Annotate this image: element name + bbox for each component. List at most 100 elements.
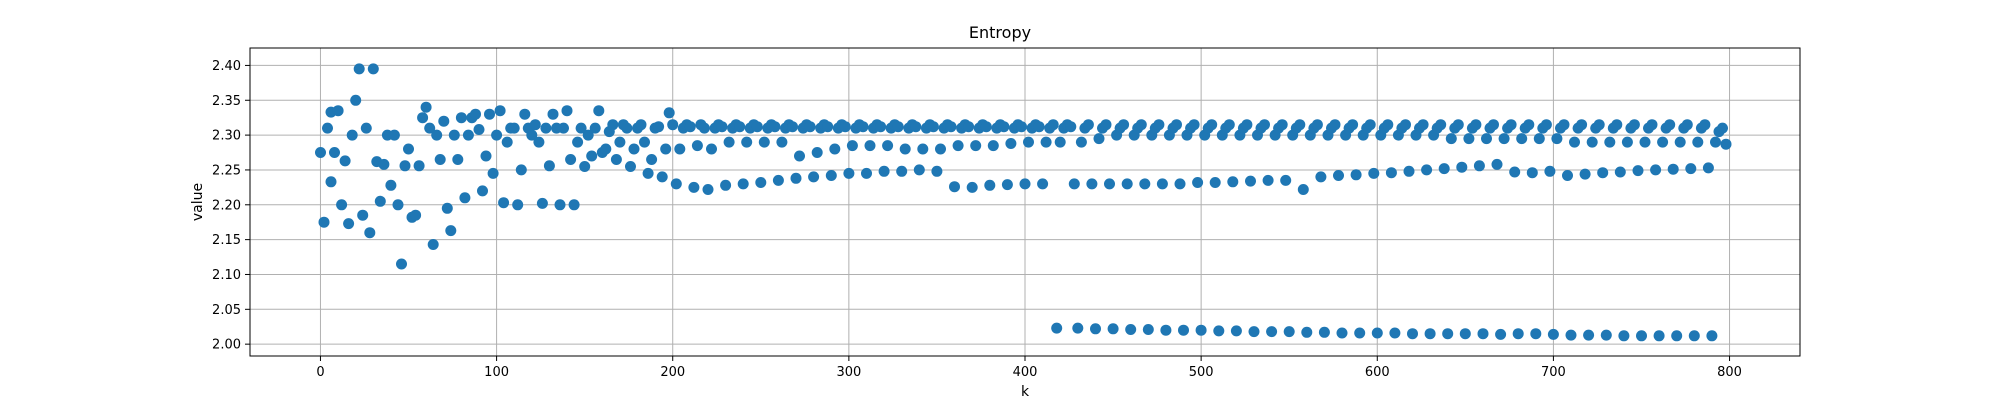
data-point [1569, 136, 1580, 148]
data-point [501, 136, 513, 148]
data-point [610, 154, 622, 165]
data-point [1001, 179, 1013, 191]
data-point [1636, 330, 1647, 342]
data-point [554, 199, 566, 211]
data-point [1086, 178, 1098, 190]
data-point [667, 119, 679, 131]
data-point [438, 115, 450, 127]
data-point [1065, 121, 1077, 133]
data-point [913, 164, 925, 176]
data-point [593, 105, 605, 117]
data-point [364, 227, 376, 239]
data-point [586, 150, 598, 162]
data-point [1054, 136, 1066, 148]
data-point [515, 164, 527, 176]
data-point [1667, 163, 1679, 175]
data-point [1178, 324, 1189, 336]
data-point [1717, 122, 1728, 134]
data-point [1400, 119, 1411, 131]
data-point [1068, 178, 1080, 190]
data-point [1576, 119, 1588, 131]
data-point [572, 136, 584, 148]
data-point [1248, 326, 1260, 338]
data-point [875, 121, 887, 133]
data-point [1371, 327, 1383, 339]
data-point [533, 136, 545, 148]
data-point [360, 122, 372, 134]
data-point [843, 167, 855, 179]
y-axis-label: value [190, 183, 206, 221]
data-point [698, 122, 710, 134]
data-point [927, 121, 939, 133]
data-point [684, 121, 696, 133]
data-point [1614, 166, 1626, 178]
data-point [970, 140, 982, 152]
data-point [1315, 171, 1327, 183]
data-point [776, 136, 788, 148]
data-point [1297, 184, 1309, 195]
data-point [984, 179, 996, 191]
data-point [663, 107, 675, 119]
data-point [403, 143, 414, 155]
data-point [628, 143, 640, 155]
data-point [470, 108, 481, 120]
data-point [899, 143, 911, 155]
data-point [755, 177, 767, 188]
data-point [1230, 325, 1242, 337]
data-point [1452, 119, 1464, 131]
data-point [1442, 328, 1454, 340]
data-point [1311, 119, 1323, 131]
data-point [804, 121, 816, 133]
data-point [491, 129, 503, 141]
data-point [1530, 328, 1542, 340]
data-point [861, 167, 872, 179]
data-point [1142, 324, 1154, 335]
data-point [625, 161, 636, 172]
data-point [896, 165, 908, 177]
data-point [1435, 119, 1447, 131]
data-point [1657, 136, 1669, 148]
y-tick-label: 2.25 [212, 163, 241, 178]
data-point [1245, 175, 1256, 187]
data-point [582, 129, 594, 141]
data-point [1710, 136, 1721, 148]
data-point [374, 195, 386, 207]
data-point [1040, 136, 1052, 148]
y-tick-label: 2.00 [212, 338, 241, 353]
data-point [882, 140, 894, 152]
data-point [998, 121, 1010, 133]
data-point [1174, 178, 1186, 190]
data-point [512, 199, 524, 211]
y-axis-ticks: 2.00 2.05 2.10 2.15 2.20 2.25 2.30 2.35 2.40 [212, 59, 250, 353]
data-point [1368, 167, 1380, 179]
data-point [536, 197, 548, 209]
data-point [1135, 119, 1147, 131]
data-point [1382, 119, 1394, 131]
data-point [1301, 326, 1313, 338]
data-point [1033, 121, 1045, 133]
data-point [1618, 330, 1630, 342]
data-point [350, 94, 362, 106]
data-point [1558, 119, 1570, 131]
data-point [1459, 328, 1471, 340]
y-tick-label: 2.20 [212, 198, 241, 213]
data-point [790, 172, 802, 184]
data-point [575, 122, 587, 134]
data-point [1156, 178, 1168, 190]
data-point [1016, 121, 1027, 133]
data-point [639, 136, 650, 148]
data-point [498, 197, 510, 209]
data-point [462, 129, 474, 141]
data-point [1385, 167, 1397, 179]
data-point [1540, 119, 1552, 131]
data-point [952, 140, 964, 152]
grid-lines [250, 48, 1800, 356]
data-point [1090, 323, 1101, 335]
data-point [1685, 163, 1697, 175]
x-tick-label: 300 [836, 365, 861, 380]
data-point [1692, 136, 1704, 148]
data-point [635, 119, 647, 131]
data-point [413, 160, 425, 172]
data-point [1100, 119, 1112, 131]
data-point [910, 121, 922, 133]
